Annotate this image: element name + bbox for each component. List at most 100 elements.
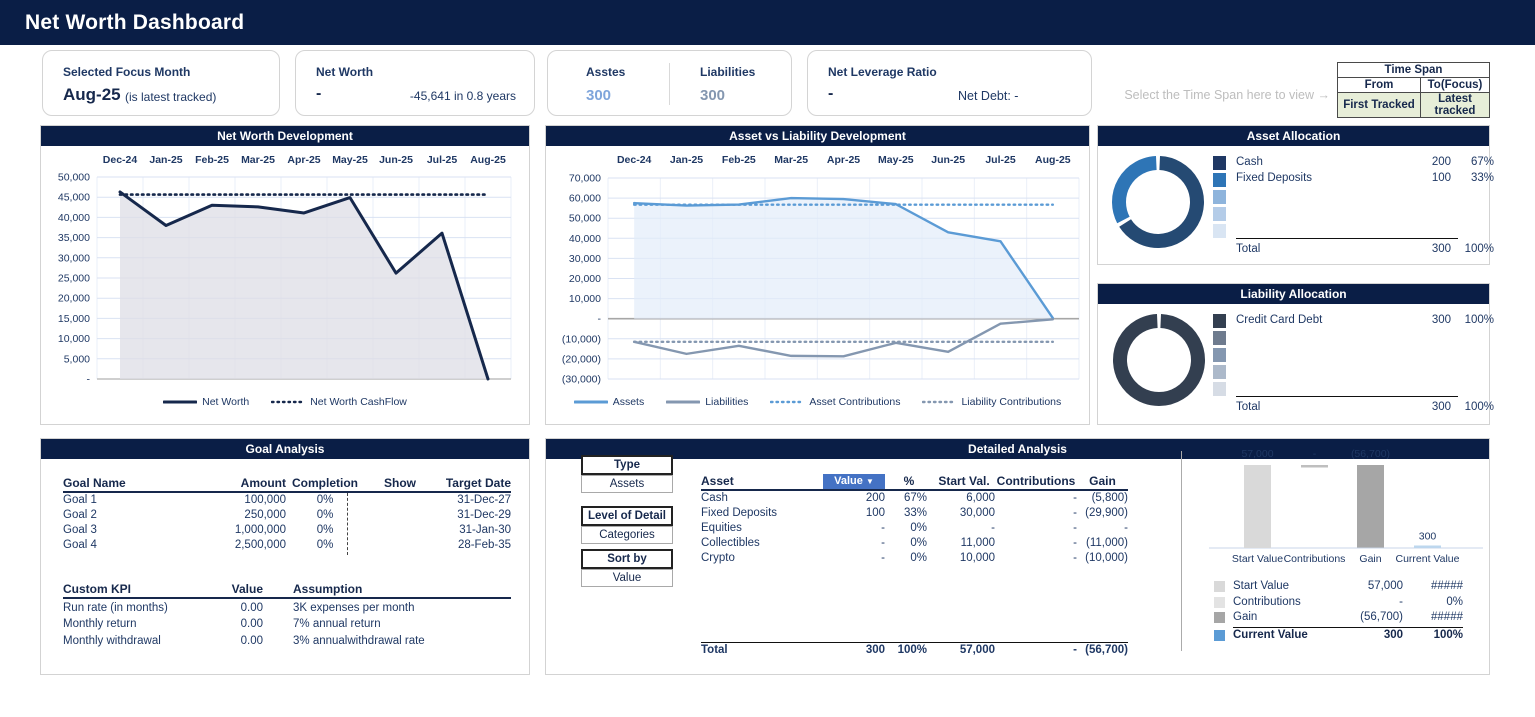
detail-col-gain: Gain (1077, 473, 1128, 491)
svg-text:30,000: 30,000 (569, 253, 601, 265)
leverage-card: Net Leverage Ratio - Net Debt: - (807, 50, 1092, 116)
kpi-col-value: Value (213, 581, 263, 599)
control-value-type[interactable]: Assets (581, 475, 673, 493)
detail-col-value-sort[interactable]: Value ▼ (823, 473, 885, 491)
summary-pct: ##### (1431, 580, 1463, 592)
summary-row-contributions: Contributions - 0% (1233, 596, 1468, 608)
allocation-value: 300 (1431, 314, 1451, 326)
svg-text:Contributions: Contributions (1284, 553, 1346, 565)
svg-text:25,000: 25,000 (58, 273, 90, 285)
detail-row: Collectibles -0% 11,000- (11,000) (701, 535, 1128, 550)
focus-month-value[interactable]: Aug-25 (63, 85, 121, 104)
timespan-to-select[interactable]: Latest tracked (1420, 92, 1490, 118)
svg-text:Jul-25: Jul-25 (427, 154, 458, 166)
detail-row: Equities - 0% - - - (701, 521, 1128, 536)
svg-text:Jun-25: Jun-25 (379, 154, 413, 166)
detail-row: Crypto -0% 10,000- (10,000) (701, 550, 1128, 565)
detail-cell: Collectibles (701, 536, 760, 549)
detail-cell: (11,000) (1086, 536, 1128, 549)
kpi-cell: 7% annual return (293, 618, 381, 631)
allocation-total-row: Total 300 100% (1236, 401, 1494, 413)
timespan-from-select[interactable]: First Tracked (1337, 92, 1421, 118)
allocation-scale-chip (1213, 348, 1226, 362)
detail-cell: Cash (701, 492, 728, 505)
detailed-analysis-title: Detailed Analysis (546, 439, 1489, 459)
svg-text:Feb-25: Feb-25 (722, 154, 756, 166)
app-header: Net Worth Dashboard (0, 0, 1535, 45)
allocation-row: Fixed Deposits 100 33% (1236, 171, 1494, 184)
summary-chip (1214, 581, 1225, 592)
goal-analysis-panel: Goal Analysis Goal Name Amount Completio… (40, 438, 530, 675)
summary-pct: 100% (1433, 628, 1463, 641)
summary-chip (1214, 596, 1225, 608)
allocation-total-pct: 100% (1464, 401, 1494, 413)
svg-text:50,000: 50,000 (58, 172, 90, 184)
control-value-level-of-detail[interactable]: Categories (581, 526, 673, 544)
goal-cell (364, 492, 436, 508)
detail-cell: - (1073, 551, 1077, 564)
liability-allocation-panel: Liability Allocation Credit Card Debt 300… (1097, 283, 1494, 425)
page-title: Net Worth Dashboard (25, 10, 245, 34)
legend-label: Net Worth CashFlow (310, 396, 407, 408)
legend-label: Liability Contributions (961, 396, 1062, 408)
control-header-type: Type (581, 455, 673, 475)
net-worth-label: Net Worth (316, 65, 374, 79)
asset-vs-liability-chart: 70,000 60,000 50,000 40,000 30,000 20,000 10,0… (562, 154, 1080, 386)
timespan-title: Time Span (1337, 62, 1490, 78)
svg-text:Dec-24: Dec-24 (103, 154, 138, 166)
kpi-col-name: Custom KPI (63, 581, 213, 599)
svg-text:45,000: 45,000 (58, 192, 90, 204)
goal-cell: 100,000 (244, 494, 286, 507)
goal-row: Goal 3 1,000,000 0% 31-Jan-30 (63, 523, 511, 538)
kpi-col-assumption: Assumption (293, 581, 511, 599)
assets-label: Asstes (586, 65, 626, 79)
goal-cell: 31-Dec-27 (457, 494, 511, 507)
svg-text:Jan-25: Jan-25 (149, 154, 182, 166)
goal-cell: Goal 1 (63, 494, 97, 507)
detail-col-pct: % (885, 473, 933, 491)
allocation-total-label: Total (1236, 401, 1261, 413)
allocation-value: 100 (1431, 171, 1451, 184)
control-value-sort-by[interactable]: Value (581, 569, 673, 587)
card-divider (669, 63, 670, 105)
legend-line-sample (666, 400, 701, 404)
goal-cell (364, 508, 436, 523)
allocation-pct: 100% (1464, 314, 1494, 326)
summary-pct: 0% (1446, 595, 1463, 608)
summary-row-gain: Gain (56,700) ##### (1233, 611, 1468, 623)
goal-row: Goal 4 2,500,000 0% 28-Feb-35 (63, 537, 511, 552)
timespan-hint: Select the Time Span here to view → (1124, 88, 1330, 102)
detail-cell: - (1124, 521, 1128, 534)
allocation-scale-chip (1213, 365, 1226, 379)
allocation-label: Credit Card Debt (1236, 314, 1323, 326)
detail-cell: 0% (910, 551, 927, 564)
net-worth-card: Net Worth - -45,641 in 0.8 years (295, 50, 535, 116)
legend-line-sample (922, 400, 957, 404)
allocation-scale-chip (1213, 207, 1226, 221)
custom-kpi-table: Custom KPI Value Assumption Run rate (in… (63, 581, 511, 648)
completion-axis-line (347, 493, 348, 555)
liabilities-label: Liabilities (700, 65, 756, 79)
kpi-cell: 3% annualwithdrawal rate (293, 634, 425, 647)
svg-text:Apr-25: Apr-25 (287, 154, 320, 166)
allocation-scale-chip (1213, 314, 1226, 328)
svg-text:10,000: 10,000 (58, 333, 90, 345)
detail-cell: 200 (865, 492, 885, 505)
svg-text:40,000: 40,000 (569, 233, 601, 245)
net-worth-chart-legend: Net Worth Net Worth CashFlow (41, 396, 529, 408)
summary-value: - (1399, 595, 1403, 608)
detail-total-cell: 57,000 (959, 644, 995, 657)
detail-cell: - (991, 521, 995, 534)
allocation-total-row: Total 300 100% (1236, 243, 1494, 255)
svg-text:-: - (1313, 448, 1317, 460)
asset-vs-liability-panel: Asset vs Liability Development 70,000 60,… (545, 125, 1090, 425)
legend-item-liabilities: Liabilities (666, 396, 748, 408)
detail-total-cell: - (1073, 644, 1077, 657)
detail-total-cell: (56,700) (1085, 644, 1128, 657)
timespan-from-header: From (1337, 77, 1421, 93)
svg-text:5,000: 5,000 (64, 353, 90, 365)
svg-text:Aug-25: Aug-25 (470, 154, 506, 166)
allocation-scale-chip (1213, 156, 1226, 170)
summary-chip (1214, 612, 1225, 623)
summary-pct: ##### (1431, 611, 1463, 623)
